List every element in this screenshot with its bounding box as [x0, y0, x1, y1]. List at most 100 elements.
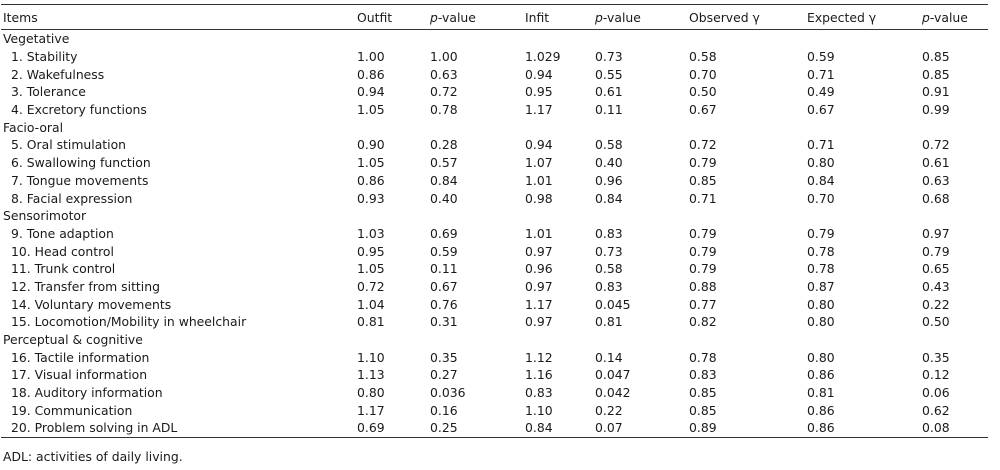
item-name-cell: 15. Locomotion/Mobility in wheelchair [11, 314, 247, 330]
table-row: 10. Head control 0.95 0.59 0.97 0.73 0.79 0.78… [1, 242, 988, 260]
value-cell-outfit: 1.10 [357, 349, 385, 365]
value-cell-infit-p-value: 0.61 [595, 84, 623, 100]
column-header-italic-text: p [595, 9, 603, 25]
value-cell-gamma-p-value: 0.91 [922, 84, 950, 100]
value-cell-outfit-p-value: 0.67 [430, 278, 458, 294]
value-cell-infit-p-value: 0.047 [595, 367, 631, 383]
value-cell-outfit: 0.72 [357, 278, 385, 294]
value-cell-outfit-p-value: 0.59 [430, 243, 458, 259]
column-header-suffix-text: -value [929, 9, 968, 25]
value-cell-observed-gamma: 0.85 [689, 172, 717, 188]
value-cell-infit-p-value: 0.042 [595, 385, 631, 401]
value-cell-gamma-p-value: 0.50 [922, 314, 950, 330]
value-cell-outfit: 0.93 [357, 190, 385, 206]
item-name-cell: 12. Transfer from sitting [11, 278, 160, 294]
value-cell-outfit-p-value: 1.00 [430, 49, 458, 65]
value-cell-observed-gamma: 0.50 [689, 84, 717, 100]
value-cell-expected-gamma: 0.71 [807, 66, 835, 82]
value-cell-infit-p-value: 0.84 [595, 190, 623, 206]
column-header-text: Items [3, 9, 38, 25]
value-cell-infit: 0.97 [525, 278, 553, 294]
value-cell-outfit-p-value: 0.28 [430, 137, 458, 153]
value-cell-expected-gamma: 0.80 [807, 155, 835, 171]
value-cell-infit: 0.97 [525, 314, 553, 330]
value-cell-outfit-p-value: 0.31 [430, 314, 458, 330]
table-row: 12. Transfer from sitting 0.72 0.67 0.97 0.8… [1, 278, 988, 296]
item-name-cell: 16. Tactile information [11, 349, 150, 365]
value-cell-outfit-p-value: 0.35 [430, 349, 458, 365]
value-cell-expected-gamma: 0.80 [807, 314, 835, 330]
column-header-items: Items [1, 4, 357, 30]
value-cell-infit: 0.94 [525, 66, 553, 82]
value-cell-gamma-p-value: 0.79 [922, 243, 950, 259]
table-row: 1. Stability 1.00 1.00 1.029 0.73 0.58 0.59 0.8… [1, 48, 988, 66]
value-cell-gamma-p-value: 0.08 [922, 419, 988, 438]
value-cell-outfit: 0.69 [357, 419, 430, 438]
header-row: Items Outfit p-value Infit p-value Observed γ… [1, 4, 988, 30]
table-row: 5. Oral stimulation 0.90 0.28 0.94 0.58 0.72 0… [1, 136, 988, 154]
table-row: 7. Tongue movements 0.86 0.84 1.01 0.96 0.85 0… [1, 172, 988, 190]
value-cell-infit: 1.01 [525, 172, 553, 188]
value-cell-expected-gamma: 0.84 [807, 172, 835, 188]
table-row: 3. Tolerance 0.94 0.72 0.95 0.61 0.50 0.49 0.91 [1, 83, 988, 101]
table-row: 6. Swallowing function 1.05 0.57 1.07 0.40 0.… [1, 154, 988, 172]
value-cell-infit: 1.17 [525, 296, 553, 312]
value-cell-expected-gamma: 0.86 [807, 402, 835, 418]
value-cell-outfit: 0.95 [357, 243, 385, 259]
value-cell-gamma-p-value: 0.06 [922, 385, 950, 401]
value-cell-expected-gamma: 0.87 [807, 278, 835, 294]
item-name-cell: 6. Swallowing function [11, 155, 151, 171]
value-cell-expected-gamma: 0.49 [807, 84, 835, 100]
value-cell-infit-p-value: 0.40 [595, 155, 623, 171]
value-cell-gamma-p-value: 0.22 [922, 296, 950, 312]
value-cell-outfit-p-value: 0.57 [430, 155, 458, 171]
table-row: 8. Facial expression 0.93 0.40 0.98 0.84 0.71… [1, 189, 988, 207]
value-cell-expected-gamma: 0.86 [807, 419, 922, 438]
item-name-cell: 19. Communication [11, 402, 133, 418]
value-cell-expected-gamma: 0.67 [807, 102, 835, 118]
value-cell-outfit: 1.00 [357, 49, 385, 65]
value-cell-infit-p-value: 0.11 [595, 102, 623, 118]
value-cell-expected-gamma: 0.59 [807, 49, 835, 65]
value-cell-gamma-p-value: 0.43 [922, 278, 950, 294]
value-cell-outfit-p-value: 0.63 [430, 66, 458, 82]
value-cell-outfit-p-value: 0.72 [430, 84, 458, 100]
value-cell-expected-gamma: 0.80 [807, 349, 835, 365]
value-cell-infit: 1.029 [525, 49, 561, 65]
value-cell-infit: 0.95 [525, 84, 553, 100]
value-cell-infit: 0.98 [525, 190, 553, 206]
value-cell-infit: 0.94 [525, 137, 553, 153]
item-name-cell: 17. Visual information [11, 367, 148, 383]
value-cell-gamma-p-value: 0.99 [922, 102, 950, 118]
value-cell-outfit: 1.13 [357, 367, 385, 383]
value-cell-gamma-p-value: 0.62 [922, 402, 950, 418]
column-header-suffix-text: -value [602, 9, 641, 25]
value-cell-outfit: 1.17 [357, 402, 385, 418]
value-cell-infit-p-value: 0.22 [595, 402, 623, 418]
value-cell-gamma-p-value: 0.35 [922, 349, 950, 365]
value-cell-outfit-p-value: 0.78 [430, 102, 458, 118]
group-row: Facio-oral [1, 118, 988, 136]
value-cell-infit: 0.96 [525, 261, 553, 277]
value-cell-outfit: 0.94 [357, 84, 385, 100]
value-cell-gamma-p-value: 0.68 [922, 190, 950, 206]
value-cell-observed-gamma: 0.79 [689, 243, 717, 259]
value-cell-observed-gamma: 0.83 [689, 367, 717, 383]
value-cell-gamma-p-value: 0.97 [922, 225, 950, 241]
table-row: 15. Locomotion/Mobility in wheelchair 0.8… [1, 313, 988, 331]
value-cell-gamma-p-value: 0.72 [922, 137, 950, 153]
value-cell-gamma-p-value: 0.65 [922, 261, 950, 277]
item-name-cell: 3. Tolerance [11, 84, 86, 100]
value-cell-observed-gamma: 0.71 [689, 190, 717, 206]
value-cell-gamma-p-value: 0.12 [922, 367, 950, 383]
value-cell-outfit-p-value: 0.76 [430, 296, 458, 312]
value-cell-observed-gamma: 0.89 [689, 419, 807, 438]
table-row: 2. Wakefulness 0.86 0.63 0.94 0.55 0.70 0.71 0.… [1, 65, 988, 83]
value-cell-observed-gamma: 0.79 [689, 225, 717, 241]
table-row: 20. Problem solving in ADL 0.69 0.25 0.84 0.… [1, 419, 988, 438]
item-name-cell: 4. Excretory functions [11, 102, 147, 118]
column-header-italic-text: p [430, 9, 438, 25]
group-row: Sensorimotor [1, 207, 988, 225]
value-cell-observed-gamma: 0.72 [689, 137, 717, 153]
value-cell-infit-p-value: 0.045 [595, 296, 631, 312]
